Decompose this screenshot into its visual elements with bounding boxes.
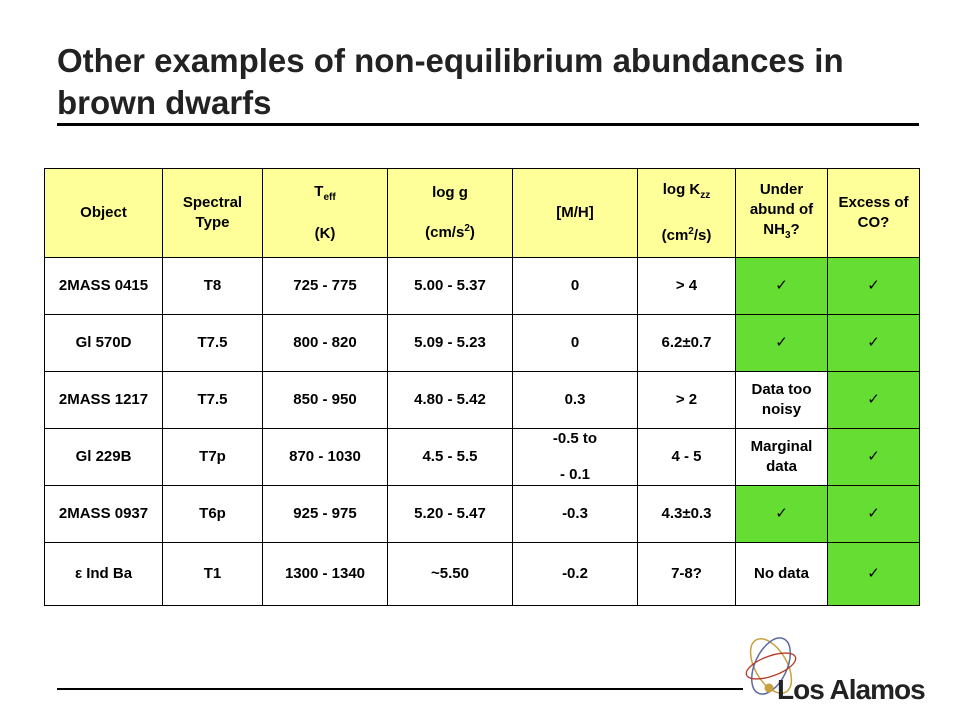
cell-nh3: No data [735, 542, 828, 606]
cell-logg: 4.80 - 5.42 [387, 371, 513, 429]
header-metallicity: [M/H] [512, 168, 638, 258]
header-logg: log g (cm/s2) [387, 168, 513, 258]
cell-teff: 925 - 975 [262, 485, 388, 543]
cell-type: T7.5 [162, 314, 263, 372]
check-icon: ✓ [827, 485, 920, 543]
check-icon: ✓ [735, 314, 828, 372]
table-row: 2MASS 0415 T8 725 - 775 5.00 - 5.37 0 > … [44, 257, 920, 315]
logo-text: Los Alamos [777, 674, 926, 705]
check-icon: ✓ [827, 428, 920, 486]
cell-mh: 0.3 [512, 371, 638, 429]
cell-type: T1 [162, 542, 263, 606]
header-object: Object [44, 168, 163, 258]
check-icon: ✓ [827, 371, 920, 429]
cell-logk: 6.2±0.7 [637, 314, 736, 372]
header-spectral-type: Spectral Type [162, 168, 263, 258]
header-co: Excess of CO? [827, 168, 920, 258]
cell-object: Gl 570D [44, 314, 163, 372]
cell-object: 2MASS 1217 [44, 371, 163, 429]
cell-teff: 850 - 950 [262, 371, 388, 429]
check-icon: ✓ [827, 257, 920, 315]
cell-teff: 800 - 820 [262, 314, 388, 372]
cell-teff: 1300 - 1340 [262, 542, 388, 606]
brown-dwarf-table: Object Spectral Type Teff (K) log g (cm/… [44, 168, 920, 606]
cell-object: 2MASS 0937 [44, 485, 163, 543]
cell-nh3: Data too noisy [735, 371, 828, 429]
cell-logg: 4.5 - 5.5 [387, 428, 513, 486]
cell-type: T7.5 [162, 371, 263, 429]
cell-mh: -0.5 to - 0.1 [512, 428, 638, 486]
check-icon: ✓ [827, 542, 920, 606]
cell-teff: 870 - 1030 [262, 428, 388, 486]
cell-logg: ~5.50 [387, 542, 513, 606]
cell-mh: -0.2 [512, 542, 638, 606]
cell-mh: 0 [512, 314, 638, 372]
cell-type: T8 [162, 257, 263, 315]
footer-rule [57, 688, 743, 690]
los-alamos-logo-icon [745, 637, 797, 695]
cell-type: T6p [162, 485, 263, 543]
cell-logg: 5.00 - 5.37 [387, 257, 513, 315]
check-icon: ✓ [827, 314, 920, 372]
header-nh3: Under abund of NH3? [735, 168, 828, 258]
cell-logk: > 2 [637, 371, 736, 429]
cell-teff: 725 - 775 [262, 257, 388, 315]
table-row: ε Ind Ba T1 1300 - 1340 ~5.50 -0.2 7-8? … [44, 542, 920, 606]
cell-mh: -0.3 [512, 485, 638, 543]
cell-logk: > 4 [637, 257, 736, 315]
cell-object: ε Ind Ba [44, 542, 163, 606]
header-row: Object Spectral Type Teff (K) log g (cm/… [44, 168, 920, 258]
check-icon: ✓ [735, 257, 828, 315]
table-row: Gl 229B T7p 870 - 1030 4.5 - 5.5 -0.5 to… [44, 428, 920, 486]
cell-nh3: Marginal data [735, 428, 828, 486]
cell-logk: 7-8? [637, 542, 736, 606]
cell-mh: 0 [512, 257, 638, 315]
cell-object: 2MASS 0415 [44, 257, 163, 315]
table-row: 2MASS 1217 T7.5 850 - 950 4.80 - 5.42 0.… [44, 371, 920, 429]
cell-logg: 5.09 - 5.23 [387, 314, 513, 372]
header-teff: Teff (K) [262, 168, 388, 258]
cell-type: T7p [162, 428, 263, 486]
check-icon: ✓ [735, 485, 828, 543]
table-row: Gl 570D T7.5 800 - 820 5.09 - 5.23 0 6.2… [44, 314, 920, 372]
cell-object: Gl 229B [44, 428, 163, 486]
cell-logk: 4 - 5 [637, 428, 736, 486]
cell-logg: 5.20 - 5.47 [387, 485, 513, 543]
cell-logk: 4.3±0.3 [637, 485, 736, 543]
slide-title: Other examples of non-equilibrium abunda… [57, 42, 844, 121]
table-row: 2MASS 0937 T6p 925 - 975 5.20 - 5.47 -0.… [44, 485, 920, 543]
title-underline [57, 123, 919, 126]
header-logk: log Kzz (cm2/s) [637, 168, 736, 258]
